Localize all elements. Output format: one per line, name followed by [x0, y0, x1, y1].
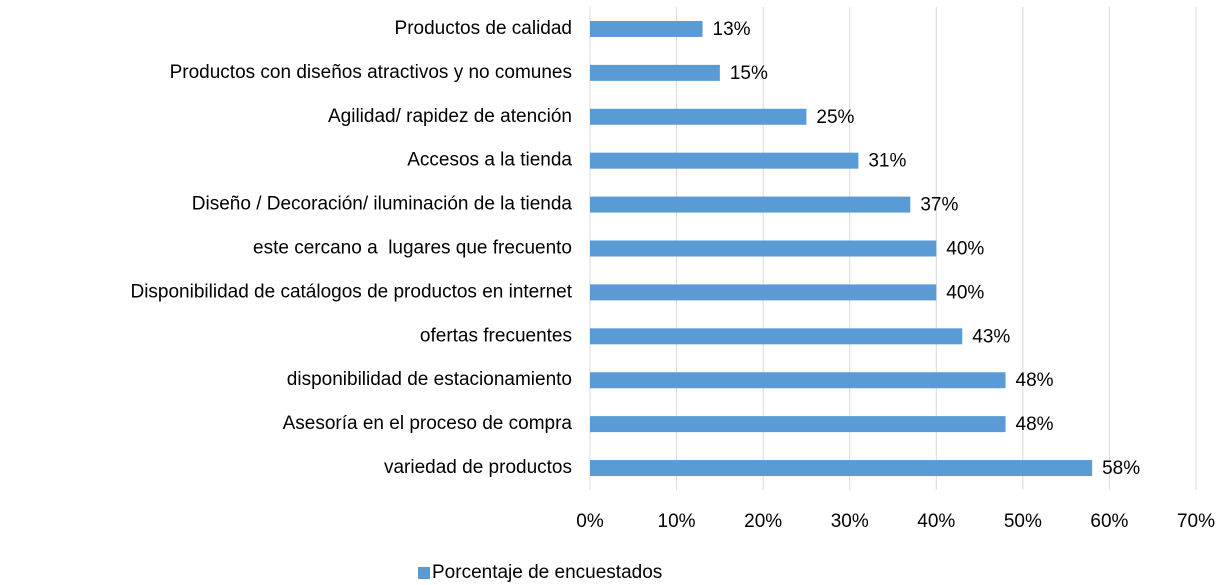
x-tick-label: 40%	[917, 511, 955, 532]
bar	[590, 372, 1006, 389]
y-tick-label: Asesoría en el proceso de compra	[283, 413, 573, 434]
bar	[590, 284, 937, 301]
bar	[590, 108, 807, 125]
data-label: 58%	[1102, 458, 1140, 479]
bar	[590, 20, 703, 37]
bar	[590, 240, 937, 257]
bar	[590, 328, 963, 345]
data-label: 48%	[1016, 414, 1054, 435]
y-tick-label: Accesos a la tienda	[407, 150, 572, 171]
bar	[590, 152, 859, 169]
data-label: 13%	[713, 19, 751, 40]
x-tick-label: 70%	[1177, 511, 1215, 532]
data-label: 25%	[816, 107, 854, 128]
legend-swatch	[418, 567, 430, 579]
data-label: 48%	[1016, 370, 1054, 391]
legend-label: Porcentaje de encuestados	[432, 562, 662, 583]
bar	[590, 416, 1006, 433]
data-label: 31%	[868, 151, 906, 172]
x-tick-label: 60%	[1090, 511, 1128, 532]
bar	[590, 64, 720, 81]
y-tick-label: Agilidad/ rapidez de atención	[328, 106, 572, 127]
x-tick-label: 0%	[576, 511, 604, 532]
x-tick-label: 30%	[831, 511, 869, 532]
y-tick-label: Productos con diseños atractivos y no co…	[170, 62, 572, 83]
bar	[590, 196, 911, 213]
x-tick-label: 50%	[1004, 511, 1042, 532]
bar	[590, 460, 1093, 477]
y-tick-label: Disponibilidad de catálogos de productos…	[130, 281, 572, 302]
y-tick-label: variedad de productos	[384, 457, 572, 478]
data-label: 37%	[920, 195, 958, 216]
y-tick-label: Productos de calidad	[395, 18, 572, 39]
data-label: 43%	[972, 326, 1010, 347]
data-label: 40%	[946, 239, 984, 260]
data-label: 15%	[730, 63, 768, 84]
y-tick-label: Diseño / Decoración/ iluminación de la t…	[192, 194, 573, 215]
data-label: 40%	[946, 282, 984, 303]
y-tick-label: este cercano a lugares que frecuento	[253, 238, 572, 259]
y-tick-label: disponibilidad de estacionamiento	[287, 369, 572, 390]
x-tick-label: 10%	[658, 511, 696, 532]
y-tick-label: ofertas frecuentes	[420, 325, 572, 346]
x-tick-label: 20%	[744, 511, 782, 532]
